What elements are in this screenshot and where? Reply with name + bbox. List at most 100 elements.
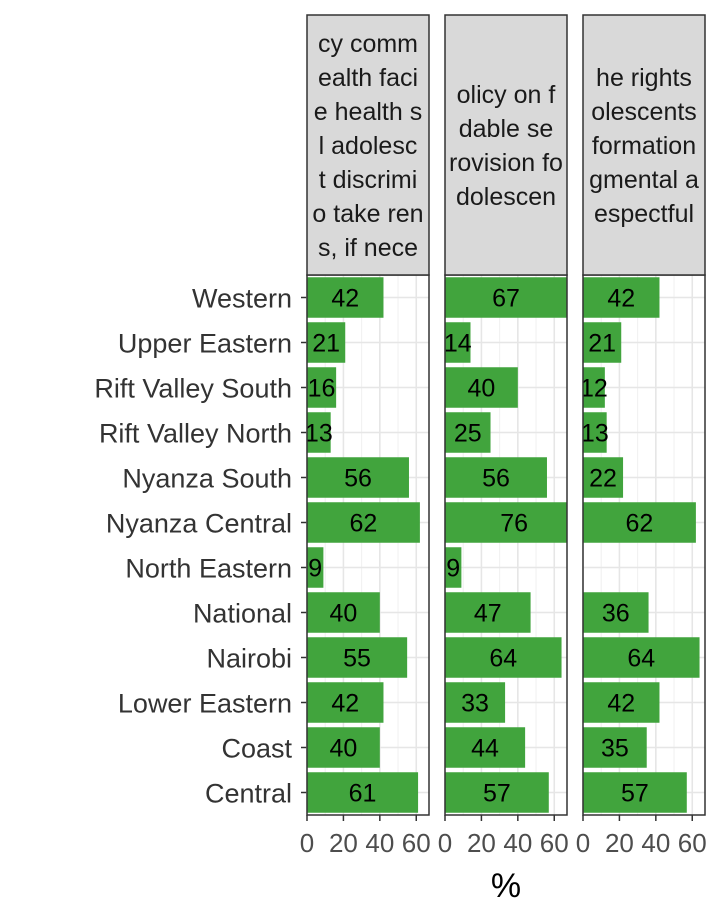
bar-value-label: 64 xyxy=(489,645,517,673)
bar-value-label: 40 xyxy=(330,735,358,763)
bar-value-label: 35 xyxy=(601,735,629,763)
bar-value-label: 13 xyxy=(581,420,609,448)
bar xyxy=(583,637,700,678)
bar xyxy=(445,727,526,768)
facet-strip-label: l adolesc xyxy=(319,132,418,160)
bar-value-label: 22 xyxy=(589,465,617,493)
bar-value-label: 42 xyxy=(331,690,359,718)
facet-strip-label: dolescen xyxy=(456,183,556,211)
facet-panel: 42 21 12 13 22 62 36 64 42 35 57 he rights olescents… xyxy=(576,14,707,858)
bar xyxy=(583,367,605,408)
bar-value-label: 57 xyxy=(483,780,511,808)
category-label: Upper Eastern xyxy=(118,329,292,359)
bar xyxy=(445,412,491,453)
bar-value-label: 9 xyxy=(446,555,460,583)
bar xyxy=(583,727,647,768)
bar xyxy=(307,637,408,678)
category-label: Nyanza South xyxy=(122,464,292,494)
category-label: Western xyxy=(192,284,292,314)
bar-value-label: 42 xyxy=(607,690,635,718)
x-tick-label: 20 xyxy=(605,828,634,858)
x-tick-label: 40 xyxy=(503,828,532,858)
bar xyxy=(445,277,567,318)
bar-value-label: 9 xyxy=(308,555,322,583)
bar xyxy=(307,412,331,453)
bar xyxy=(445,322,471,363)
x-tick-label: 20 xyxy=(329,828,358,858)
facet-strip-text: olicy on f dable se rovision fo dolescen xyxy=(449,81,563,211)
bar-value-label: 14 xyxy=(444,330,472,358)
facet-strip-label: t discrimi xyxy=(319,166,418,194)
facet-strip-label: espectful xyxy=(594,200,694,228)
bar xyxy=(583,772,687,813)
bar xyxy=(583,502,696,543)
bar xyxy=(445,367,518,408)
bar-value-label: 61 xyxy=(349,780,377,808)
bar xyxy=(583,592,649,633)
bar-value-label: 62 xyxy=(626,510,654,538)
category-label: Central xyxy=(205,779,292,809)
facet-strip-text: cy comm ealth faci e health s l adolesc t di… xyxy=(312,30,423,262)
category-label: Coast xyxy=(221,734,292,764)
bar xyxy=(307,682,384,723)
x-tick-label: 40 xyxy=(641,828,670,858)
bar-value-label: 76 xyxy=(500,510,528,538)
facet-strip-label: o take ren xyxy=(312,200,423,228)
facet-strip-label: formation xyxy=(592,132,696,160)
x-tick-label: 0 xyxy=(438,828,452,858)
facet-strip-label: olescents xyxy=(591,98,697,126)
bar xyxy=(307,592,380,633)
bar-group: 42 21 16 13 56 62 9 40 55 42 40 61 xyxy=(307,277,420,813)
bar-value-label: 44 xyxy=(471,735,499,763)
x-tick-label: 40 xyxy=(365,828,394,858)
bar xyxy=(445,457,547,498)
bar-value-label: 33 xyxy=(461,690,489,718)
bar xyxy=(583,457,624,498)
facet-strip-label: olicy on f xyxy=(457,81,556,109)
facet-strip-label: dable se xyxy=(459,115,554,143)
bar-value-label: 42 xyxy=(607,285,635,313)
bar xyxy=(445,682,506,723)
bar xyxy=(445,592,531,633)
bar xyxy=(307,502,420,543)
bar-value-label: 47 xyxy=(474,600,502,628)
bar-value-label: 64 xyxy=(627,645,655,673)
facet-strip-label: he rights xyxy=(596,64,692,92)
bar-value-label: 56 xyxy=(482,465,510,493)
x-axis-title: % xyxy=(491,867,521,905)
bar xyxy=(583,322,622,363)
bar-value-label: 42 xyxy=(331,285,359,313)
bar xyxy=(307,367,337,408)
bar-value-label: 25 xyxy=(454,420,482,448)
bar xyxy=(307,457,409,498)
facet-panel: 42 21 16 13 56 62 9 40 55 42 40 61 cy comm ealth faci… xyxy=(300,14,431,858)
x-tick-label: 0 xyxy=(300,828,314,858)
bar xyxy=(583,682,660,723)
bar xyxy=(307,547,324,588)
category-label: North Eastern xyxy=(125,554,292,584)
category-label: Nairobi xyxy=(206,644,292,674)
facet-strip-label: cy comm xyxy=(318,30,418,58)
bar-value-label: 12 xyxy=(580,375,608,403)
bar xyxy=(307,277,384,318)
x-tick-label: 60 xyxy=(678,828,707,858)
bar-value-label: 16 xyxy=(308,375,336,403)
bar-value-label: 57 xyxy=(621,780,649,808)
x-tick-label: 0 xyxy=(576,828,590,858)
panel-background xyxy=(445,275,567,815)
bar-value-label: 21 xyxy=(588,330,616,358)
facet-strip-label: ealth faci xyxy=(318,64,418,92)
category-label: Rift Valley South xyxy=(94,374,292,404)
panel-background xyxy=(583,275,705,815)
bar xyxy=(445,637,562,678)
bar xyxy=(583,412,607,453)
bar-value-label: 56 xyxy=(344,465,372,493)
x-tick-label: 20 xyxy=(467,828,496,858)
bar xyxy=(307,727,380,768)
bar-value-label: 36 xyxy=(602,600,630,628)
bar-value-label: 21 xyxy=(312,330,340,358)
category-label: Nyanza Central xyxy=(106,509,292,539)
bar-value-label: 55 xyxy=(343,645,371,673)
